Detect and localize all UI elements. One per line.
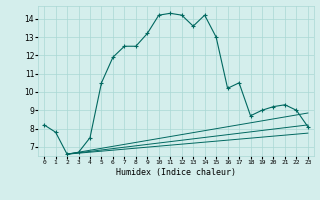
X-axis label: Humidex (Indice chaleur): Humidex (Indice chaleur) — [116, 168, 236, 177]
